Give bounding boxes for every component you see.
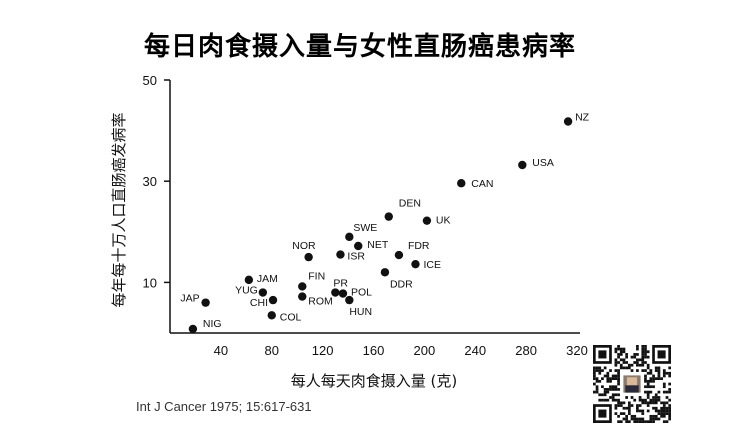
data-point-label: NET xyxy=(367,239,389,251)
data-point xyxy=(267,311,276,320)
data-point xyxy=(336,250,345,259)
data-point-label: FDR xyxy=(408,240,430,252)
y-tick-label: 50 xyxy=(143,73,157,88)
data-point-label: USA xyxy=(532,157,554,169)
data-point xyxy=(518,160,527,170)
y-ticks: 10 30 50 xyxy=(143,73,170,290)
data-point xyxy=(457,179,466,188)
data-point-label: NOR xyxy=(292,240,316,252)
data-point xyxy=(298,282,307,291)
data-point-label: CHI xyxy=(250,297,268,309)
y-axis-label: 每年每十万人口直肠癌发病率 xyxy=(110,112,128,307)
data-point-label: ISR xyxy=(347,251,365,263)
data-point xyxy=(384,212,393,221)
data-point xyxy=(345,232,354,242)
data-point xyxy=(354,241,363,251)
x-tick-label: 240 xyxy=(464,343,486,358)
data-point-label: CAN xyxy=(471,178,493,190)
data-point-label: NZ xyxy=(575,111,590,123)
x-ticks: 40 80 120 160 200 240 280 320 xyxy=(214,343,588,358)
qr-code[interactable] xyxy=(593,345,671,423)
data-point-label: COL xyxy=(280,311,302,323)
data-point xyxy=(380,268,390,277)
data-point xyxy=(258,288,268,297)
data-point xyxy=(331,288,340,297)
x-tick-label: 200 xyxy=(414,343,436,358)
data-point-label: PR xyxy=(333,278,348,290)
data-point xyxy=(201,298,210,307)
data-point xyxy=(244,275,254,285)
x-tick-label: 160 xyxy=(363,343,385,358)
data-point xyxy=(422,216,432,225)
y-tick-label: 10 xyxy=(143,275,157,290)
data-point xyxy=(411,259,420,269)
data-point xyxy=(268,295,278,305)
x-tick-label: 120 xyxy=(312,343,334,358)
x-tick-label: 320 xyxy=(566,343,588,358)
data-point-label: UK xyxy=(436,215,451,227)
data-point-label: NIG xyxy=(203,318,222,330)
data-point xyxy=(298,292,307,301)
data-point xyxy=(338,289,348,298)
data-point xyxy=(188,324,198,334)
data-point-label: DDR xyxy=(390,278,413,290)
citation: Int J Cancer 1975; 15:617-631 xyxy=(136,399,312,414)
x-tick-label: 280 xyxy=(515,343,537,358)
data-point xyxy=(304,252,313,262)
data-point xyxy=(394,250,404,260)
data-point-label: SWE xyxy=(353,222,377,234)
data-point-label: POL xyxy=(351,287,372,299)
chart-title: 每日肉食摄入量与女性直肠癌患病率 xyxy=(143,32,576,62)
data-point-label: JAM xyxy=(257,273,278,285)
y-tick-label: 30 xyxy=(143,174,157,189)
data-point xyxy=(345,295,354,305)
data-point-label: JAP xyxy=(180,293,199,305)
data-point xyxy=(563,117,573,126)
data-point-label: YUG xyxy=(235,285,258,297)
x-tick-label: 40 xyxy=(214,343,228,358)
data-point-label: DEN xyxy=(399,198,421,210)
data-point-label: FIN xyxy=(308,270,325,282)
data-point-label: HUN xyxy=(349,306,372,318)
data-point-label: ICE xyxy=(423,259,441,271)
x-tick-label: 80 xyxy=(265,343,279,358)
data-point-label: ROM xyxy=(308,296,333,308)
x-axis-label: 每人每天肉食摄入量 (克) xyxy=(291,372,457,390)
